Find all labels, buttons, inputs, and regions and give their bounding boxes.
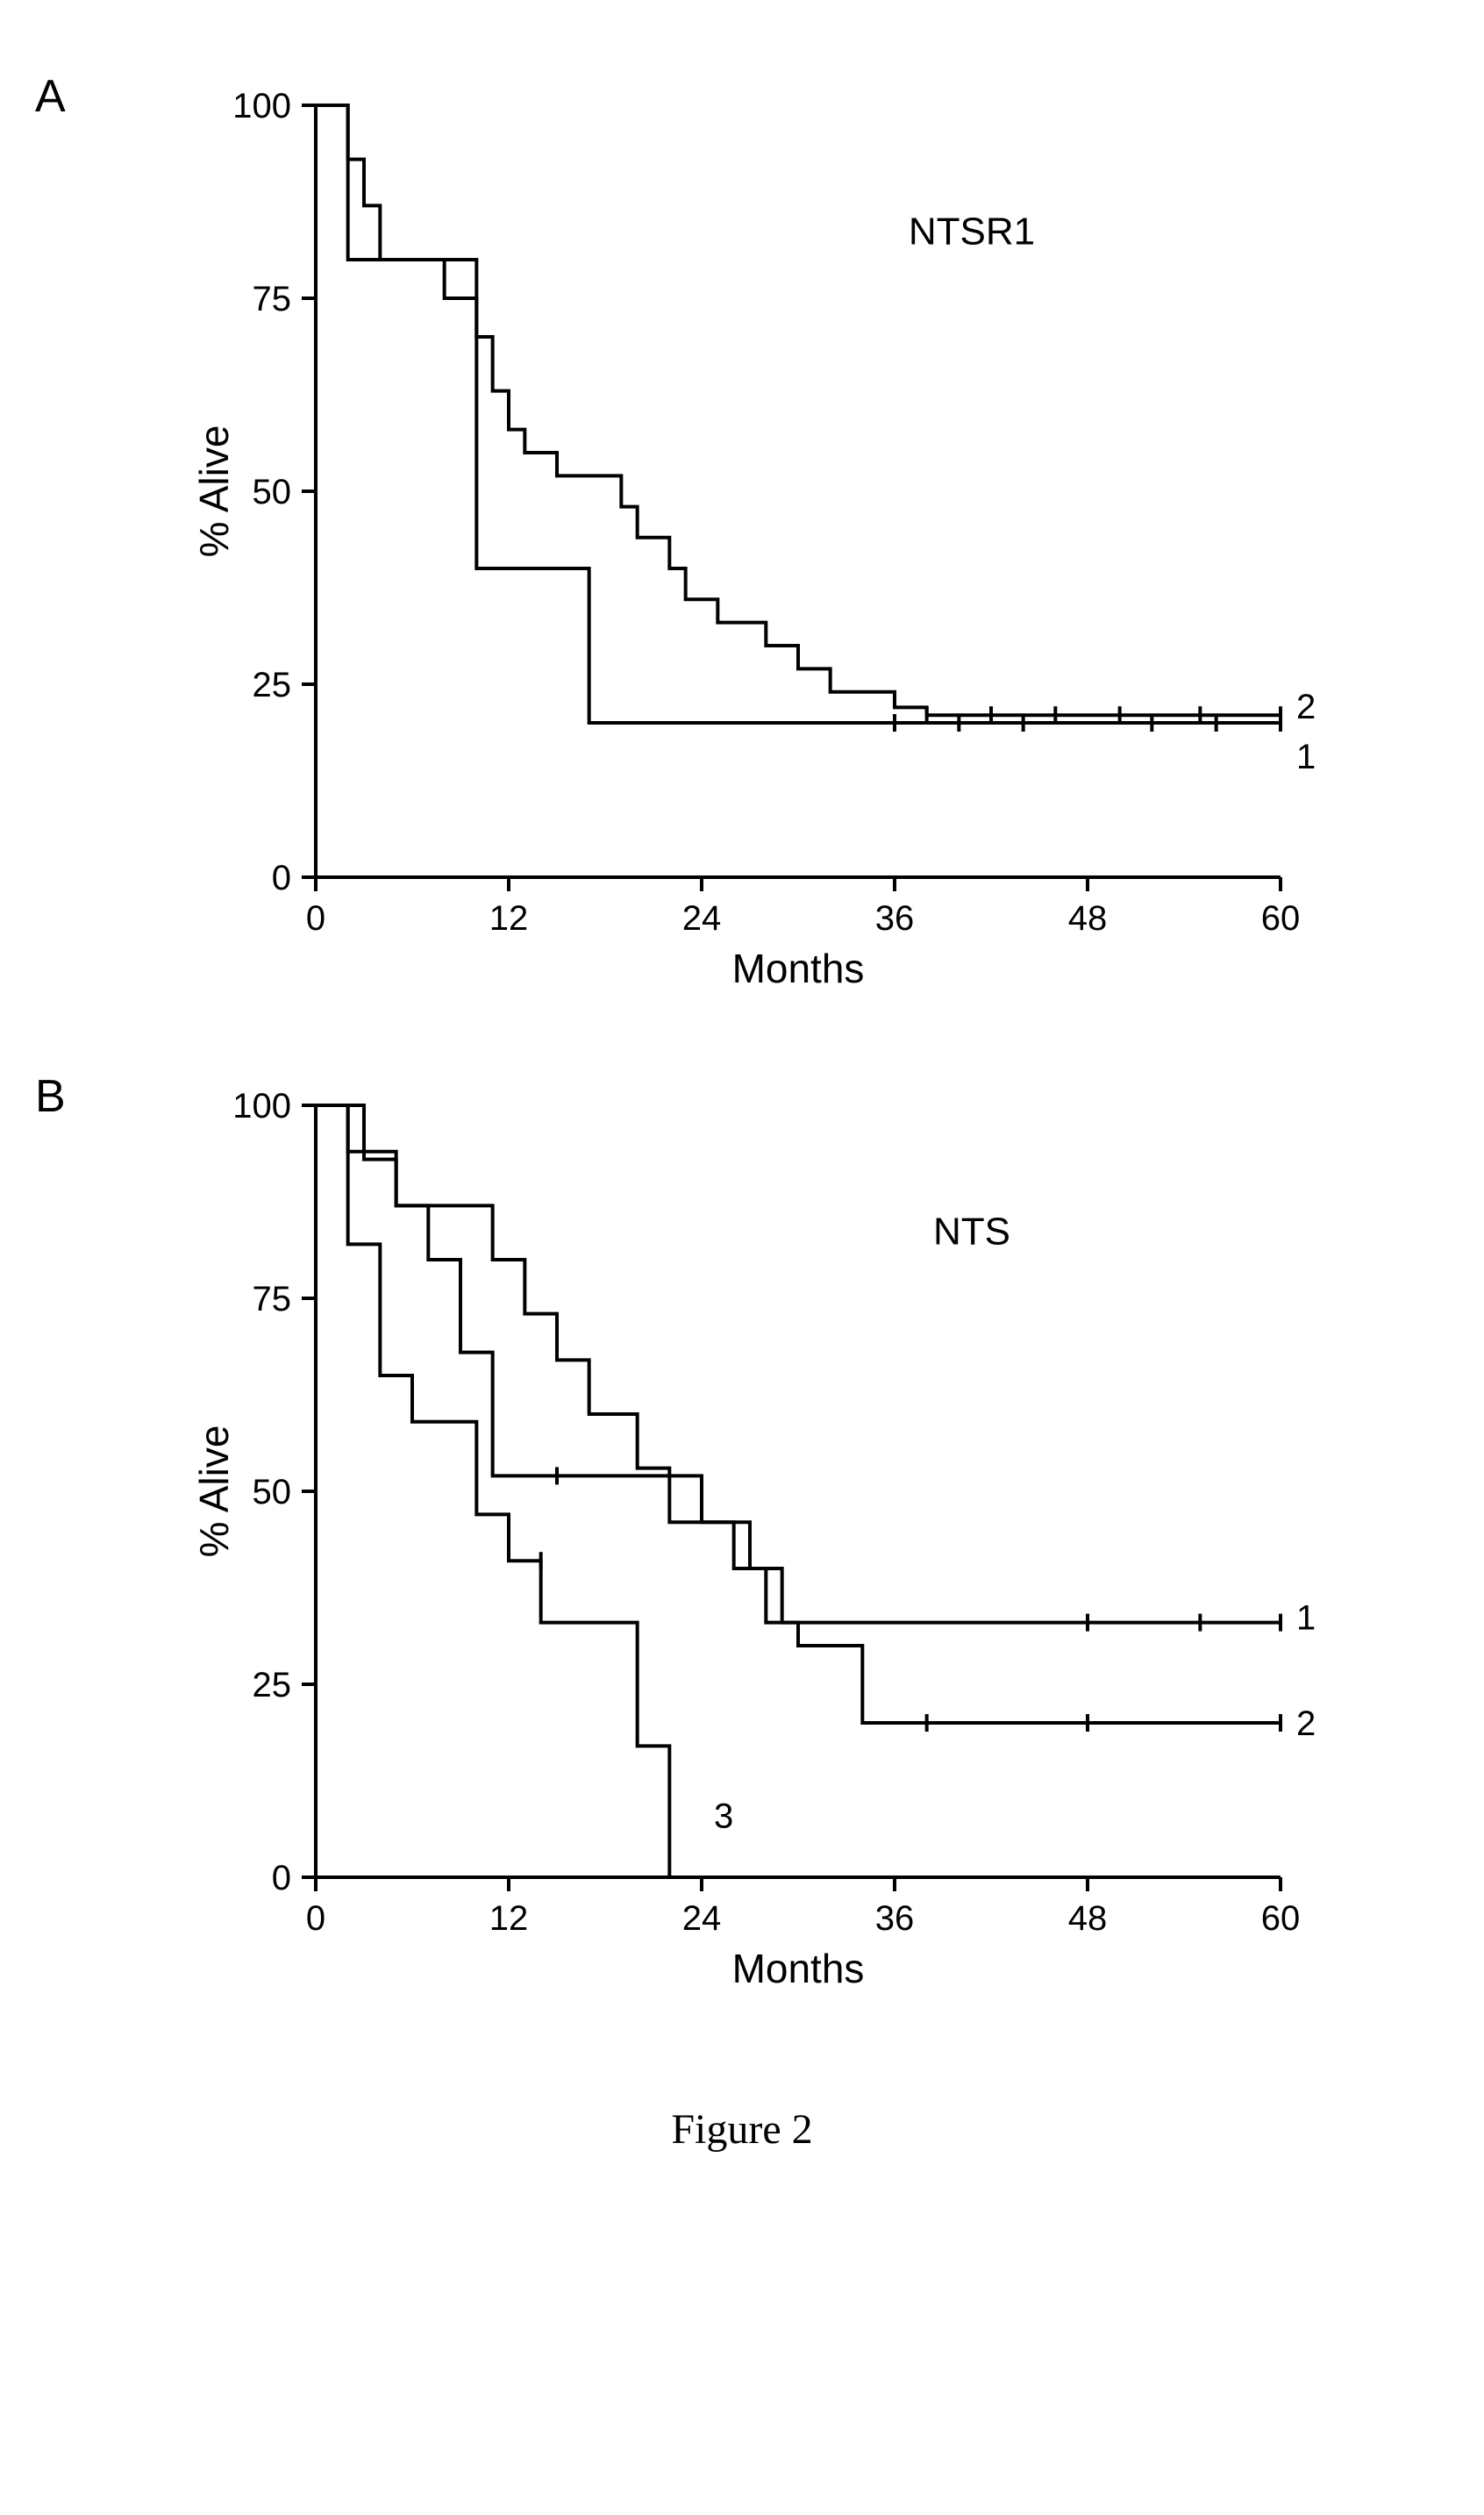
x-tick-label: 60 <box>1261 899 1301 938</box>
x-tick-label: 60 <box>1261 1899 1301 1938</box>
y-tick-label: 25 <box>253 1666 292 1704</box>
series-label-3: 3 <box>714 1797 733 1836</box>
survival-chart: 025507510001224364860Months% AliveNTSR11… <box>193 70 1351 1000</box>
y-tick-label: 75 <box>253 1280 292 1318</box>
series-label-1: 1 <box>1296 1599 1316 1638</box>
x-tick-label: 36 <box>875 1899 915 1938</box>
y-label: % Alive <box>193 425 237 558</box>
chart-inside-title: NTSR1 <box>909 210 1035 253</box>
y-tick-label: 0 <box>272 859 291 897</box>
x-tick-label: 24 <box>682 1899 722 1938</box>
x-tick-label: 0 <box>306 1899 325 1938</box>
survival-chart: 025507510001224364860Months% AliveNTS123 <box>193 1070 1351 2000</box>
x-tick-label: 48 <box>1068 899 1108 938</box>
panel-b-label: B <box>35 1070 66 1123</box>
x-tick-label: 12 <box>489 1899 529 1938</box>
series-line-1 <box>316 105 1281 723</box>
y-label: % Alive <box>193 1425 237 1558</box>
y-tick-label: 50 <box>253 473 292 511</box>
x-tick-label: 12 <box>489 899 529 938</box>
x-label: Months <box>732 946 865 991</box>
panel-a: A 025507510001224364860Months% AliveNTSR… <box>35 70 1449 1000</box>
panel-b: B 025507510001224364860Months% AliveNTS1… <box>35 1070 1449 2000</box>
y-tick-label: 100 <box>232 1087 291 1125</box>
y-tick-label: 25 <box>253 666 292 704</box>
y-tick-label: 0 <box>272 1859 291 1897</box>
panel-b-chart: 025507510001224364860Months% AliveNTS123 <box>193 1070 1449 2000</box>
panel-a-chart: 025507510001224364860Months% AliveNTSR11… <box>193 70 1449 1000</box>
series-line-1 <box>316 1105 1281 1623</box>
series-line-2 <box>316 105 1281 715</box>
x-tick-label: 24 <box>682 899 722 938</box>
y-tick-label: 100 <box>232 87 291 125</box>
panel-a-label: A <box>35 70 66 123</box>
figure-caption: Figure 2 <box>35 2105 1449 2154</box>
series-label-2: 2 <box>1296 688 1316 726</box>
y-tick-label: 75 <box>253 280 292 318</box>
x-tick-label: 36 <box>875 899 915 938</box>
x-tick-label: 48 <box>1068 1899 1108 1938</box>
series-line-2 <box>316 1105 1281 1723</box>
chart-inside-title: NTS <box>933 1210 1010 1253</box>
y-tick-label: 50 <box>253 1473 292 1511</box>
figure-container: A 025507510001224364860Months% AliveNTSR… <box>35 70 1449 2154</box>
x-tick-label: 0 <box>306 899 325 938</box>
x-label: Months <box>732 1946 865 1991</box>
series-label-2: 2 <box>1296 1704 1316 1743</box>
series-label-1: 1 <box>1296 738 1316 776</box>
